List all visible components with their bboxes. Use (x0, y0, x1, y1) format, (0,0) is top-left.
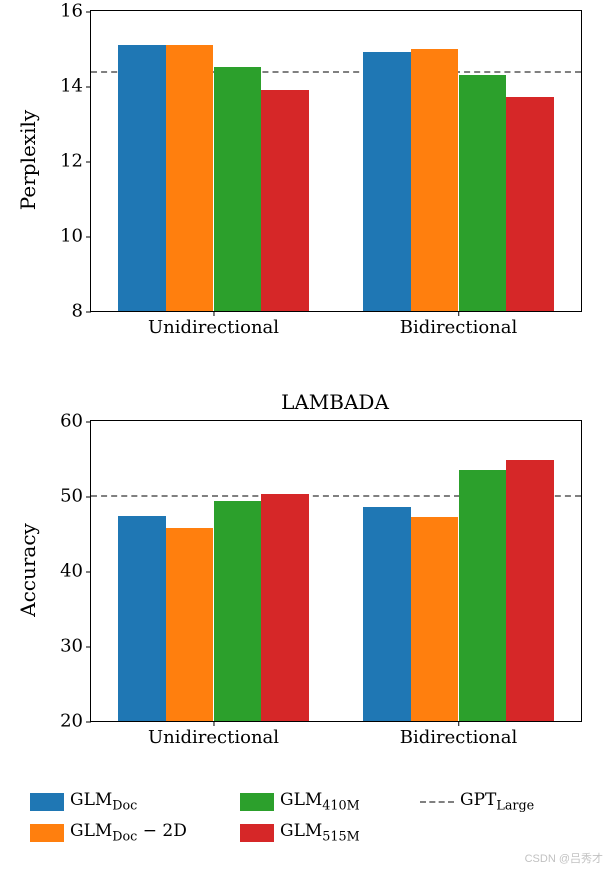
x-tick: Bidirectional (400, 311, 518, 338)
bar (118, 516, 166, 722)
bar (459, 470, 507, 721)
y-tick: 50 (60, 486, 91, 507)
legend-swatch (30, 793, 64, 811)
y-tick: 10 (60, 226, 91, 247)
chart-title: LAMBADA (90, 390, 580, 414)
legend: GLMDoc GLMDoc − 2D GLM410M GLM515M GPTLarge (30, 790, 600, 853)
legend-label: GPTLarge (460, 790, 534, 813)
legend-line-swatch (420, 801, 454, 803)
y-tick: 16 (60, 1, 91, 22)
bar (261, 494, 309, 721)
bar (411, 517, 459, 721)
legend-swatch (240, 824, 274, 842)
bar (166, 528, 214, 722)
legend-item: GLM410M (240, 790, 420, 813)
legend-label: GLMDoc − 2D (70, 821, 187, 844)
y-tick: 20 (60, 711, 91, 732)
bar (261, 90, 309, 311)
legend-swatch (240, 793, 274, 811)
bar (118, 45, 166, 311)
chart-books: Books&Wiki TestPerplexily810121416Unidir… (90, 10, 580, 310)
bar (214, 501, 262, 722)
y-tick: 30 (60, 636, 91, 657)
y-tick: 60 (60, 411, 91, 432)
bar (363, 52, 411, 311)
y-tick: 12 (60, 151, 91, 172)
chart-lambada: LAMBADAAccuracy2030405060UnidirectionalB… (90, 420, 580, 720)
legend-item: GLMDoc (30, 790, 240, 813)
legend-label: GLM515M (280, 821, 360, 844)
y-axis-label: Accuracy (16, 490, 40, 650)
bar (166, 45, 214, 311)
plot-area: 810121416UnidirectionalBidirectional (90, 10, 582, 312)
y-tick: 8 (72, 301, 91, 322)
x-tick: Unidirectional (148, 721, 279, 748)
chart-title: Books&Wiki Test (90, 0, 580, 4)
y-tick: 14 (60, 76, 91, 97)
bar (214, 67, 262, 311)
bar (459, 75, 507, 311)
bar (363, 507, 411, 721)
legend-label: GLM410M (280, 790, 360, 813)
y-axis-label: Perplexily (16, 80, 40, 240)
bar (506, 97, 554, 311)
y-tick: 40 (60, 561, 91, 582)
legend-item: GPTLarge (420, 790, 580, 813)
legend-swatch (30, 824, 64, 842)
x-tick: Bidirectional (400, 721, 518, 748)
legend-item: GLMDoc − 2D (30, 821, 240, 844)
legend-item: GLM515M (240, 821, 420, 844)
watermark: CSDN @吕秀才 (525, 850, 603, 866)
plot-area: 2030405060UnidirectionalBidirectional (90, 420, 582, 722)
legend-label: GLMDoc (70, 790, 137, 813)
bar (411, 49, 459, 312)
bar (506, 460, 554, 721)
x-tick: Unidirectional (148, 311, 279, 338)
